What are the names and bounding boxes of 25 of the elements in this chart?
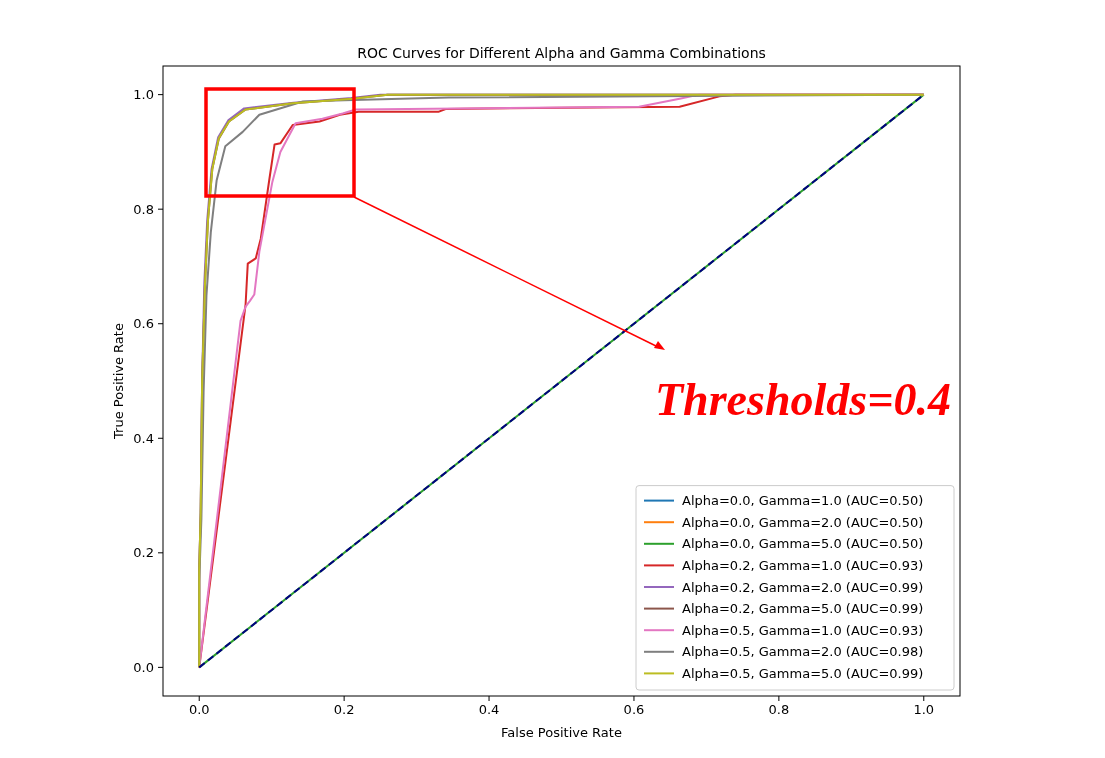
x-tick-label: 1.0 bbox=[913, 702, 935, 717]
x-tick-label: 0.0 bbox=[188, 702, 210, 717]
y-tick-label: 0.8 bbox=[133, 201, 154, 217]
x-tick-label: 0.2 bbox=[333, 702, 355, 717]
y-tick-label: 0.6 bbox=[133, 316, 154, 332]
y-tick-label: 0.4 bbox=[133, 430, 154, 446]
legend-label: Alpha=0.0, Gamma=2.0 (AUC=0.50) bbox=[682, 514, 924, 530]
annotation: Thresholds=0.4 bbox=[655, 374, 951, 425]
chart-title: ROC Curves for Different Alpha and Gamma Combinations bbox=[357, 45, 766, 61]
legend-label: Alpha=0.5, Gamma=5.0 (AUC=0.99) bbox=[682, 665, 924, 681]
legend-label: Alpha=0.0, Gamma=5.0 (AUC=0.50) bbox=[682, 536, 924, 552]
y-tick-label: 0.0 bbox=[133, 659, 154, 675]
x-tick-label: 0.6 bbox=[623, 702, 645, 717]
legend-label: Alpha=0.2, Gamma=5.0 (AUC=0.99) bbox=[682, 601, 924, 617]
x-tick-label: 0.8 bbox=[768, 702, 790, 717]
legend-label: Alpha=0.5, Gamma=1.0 (AUC=0.93) bbox=[682, 622, 924, 638]
y-tick-label: 0.2 bbox=[133, 545, 154, 561]
y-tick-label: 1.0 bbox=[133, 87, 154, 103]
legend-label: Alpha=0.2, Gamma=2.0 (AUC=0.99) bbox=[682, 579, 924, 595]
legend-label: Alpha=0.0, Gamma=1.0 (AUC=0.50) bbox=[682, 493, 924, 509]
x-axis-title: False Positive Rate bbox=[501, 725, 622, 740]
x-tick-label: 0.4 bbox=[478, 702, 500, 717]
legend-label: Alpha=0.5, Gamma=2.0 (AUC=0.98) bbox=[682, 644, 924, 660]
legend-label: Alpha=0.2, Gamma=1.0 (AUC=0.93) bbox=[682, 557, 924, 573]
y-axis-title: True Positive Rate bbox=[111, 323, 126, 440]
